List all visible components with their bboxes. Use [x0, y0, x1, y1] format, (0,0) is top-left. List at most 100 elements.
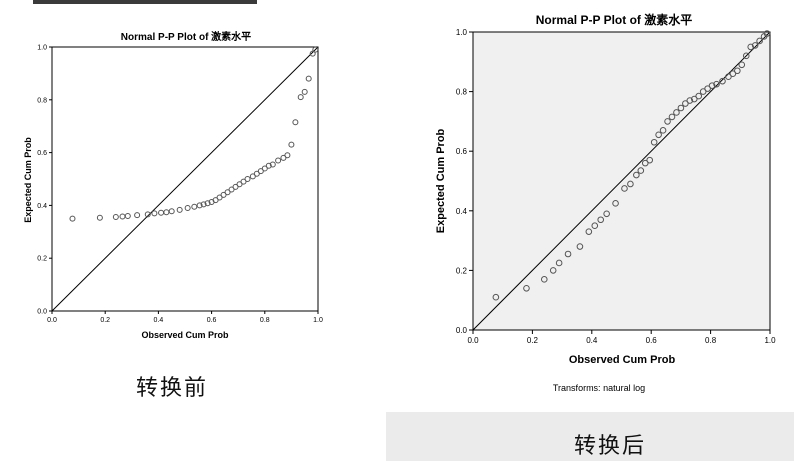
pp-plot-before: Normal P-P Plot of 激素水平 0.0 0.2 0.4 0.6 0.8 1…: [23, 30, 323, 340]
caption-after: 转换后: [574, 434, 647, 459]
y-tick-label: 1.0: [456, 28, 468, 37]
data-point: [729, 70, 737, 78]
x-tick-label: 0.8: [705, 336, 717, 345]
data-point: [144, 211, 151, 218]
data-point: [742, 52, 750, 60]
y-tick-label: 0.6: [37, 150, 47, 157]
data-point: [232, 183, 239, 190]
data-point: [682, 100, 689, 107]
data-point: [641, 159, 649, 167]
data-point: [725, 73, 732, 80]
data-point: [734, 67, 741, 75]
data-point: [196, 202, 203, 209]
data-point: [309, 50, 316, 57]
data-point: [664, 118, 671, 125]
y-tick-label: 0.4: [37, 203, 47, 210]
right-caption-background: [386, 412, 794, 461]
data-point: [224, 189, 231, 196]
gap-strip: [376, 0, 386, 461]
y-tick-label: 0.8: [456, 88, 468, 97]
x-ticks: 0.0 0.2 0.4 0.6 0.8 1.0: [467, 330, 776, 345]
x-axis-label: Observed Cum Prob: [141, 330, 229, 340]
data-point: [603, 210, 610, 218]
caption-before: 转换前: [136, 376, 209, 401]
data-point: [591, 222, 599, 229]
data-point: [659, 127, 667, 134]
data-point: [301, 88, 308, 95]
data-point: [96, 214, 103, 221]
data-point: [269, 161, 276, 168]
data-point: [621, 185, 628, 192]
data-point: [713, 80, 720, 88]
data-point: [204, 200, 211, 207]
x-tick-label: 1.0: [764, 336, 776, 345]
data-point: [236, 181, 243, 188]
y-tick-label: 0.6: [456, 147, 468, 156]
data-point: [305, 75, 312, 82]
data-point: [719, 77, 726, 85]
data-point: [220, 191, 227, 198]
data-point: [168, 208, 175, 215]
y-tick-label: 0.2: [456, 266, 468, 275]
data-point: [163, 209, 170, 216]
data-point: [738, 61, 746, 69]
point-group: [69, 46, 319, 222]
data-point: [284, 152, 291, 159]
data-point: [240, 178, 247, 185]
data-point: [704, 85, 711, 92]
y-tick-label: 0.0: [456, 326, 468, 335]
data-point: [249, 173, 256, 180]
data-point: [228, 186, 235, 193]
top-dark-bar: [33, 0, 257, 4]
x-tick-label: 0.2: [527, 336, 539, 345]
data-point: [297, 94, 304, 101]
data-point: [257, 168, 264, 175]
data-point: [176, 206, 183, 213]
y-ticks: 0.0 0.2 0.4 0.6 0.8 1.0: [37, 45, 52, 316]
data-point: [124, 212, 131, 219]
x-tick-label: 0.0: [467, 336, 479, 345]
x-tick-label: 0.6: [207, 317, 217, 324]
chart-panel-after: Normal P-P Plot of 激素水平 0.0 0.2 0.4 0.6 0.8 1…: [386, 0, 794, 412]
x-tick-label: 0.4: [154, 317, 164, 324]
data-point: [564, 250, 572, 258]
point-group: [492, 30, 771, 301]
data-point: [576, 243, 584, 250]
data-point: [686, 97, 694, 104]
data-point: [549, 267, 557, 274]
x-tick-label: 0.0: [47, 317, 57, 324]
x-tick-label: 0.8: [260, 317, 270, 324]
data-point: [261, 165, 268, 172]
x-tick-label: 0.6: [646, 336, 658, 345]
data-point: [244, 176, 251, 182]
x-axis-label: Observed Cum Prob: [569, 354, 676, 366]
data-point: [597, 216, 605, 224]
data-point: [265, 162, 272, 169]
data-point: [695, 92, 703, 100]
data-point: [184, 205, 191, 212]
data-point: [708, 82, 716, 89]
data-point: [763, 30, 771, 37]
y-tick-label: 1.0: [37, 45, 47, 52]
data-point: [212, 197, 219, 204]
data-point: [756, 37, 763, 45]
data-point: [585, 228, 593, 235]
y-tick-label: 0.2: [37, 256, 47, 263]
data-point: [312, 46, 319, 53]
data-point: [668, 113, 676, 121]
data-point: [216, 194, 223, 201]
transform-note: Transforms: natural log: [553, 383, 645, 393]
data-point: [699, 88, 707, 95]
data-point: [200, 201, 207, 208]
data-point: [650, 138, 658, 146]
data-point: [112, 214, 119, 221]
data-point: [637, 167, 645, 174]
data-point: [690, 95, 698, 103]
y-axis-label: Expected Cum Prob: [435, 128, 447, 233]
data-point: [612, 200, 619, 207]
x-tick-label: 0.4: [586, 336, 598, 345]
chart-panel-before: Normal P-P Plot of 激素水平 0.0 0.2 0.4 0.6 0.8 1…: [0, 20, 376, 348]
pp-plot-after: Normal P-P Plot of 激素水平 0.0 0.2 0.4 0.6 0.8 1…: [435, 12, 776, 393]
data-point: [646, 156, 654, 164]
y-tick-label: 0.4: [456, 207, 468, 216]
